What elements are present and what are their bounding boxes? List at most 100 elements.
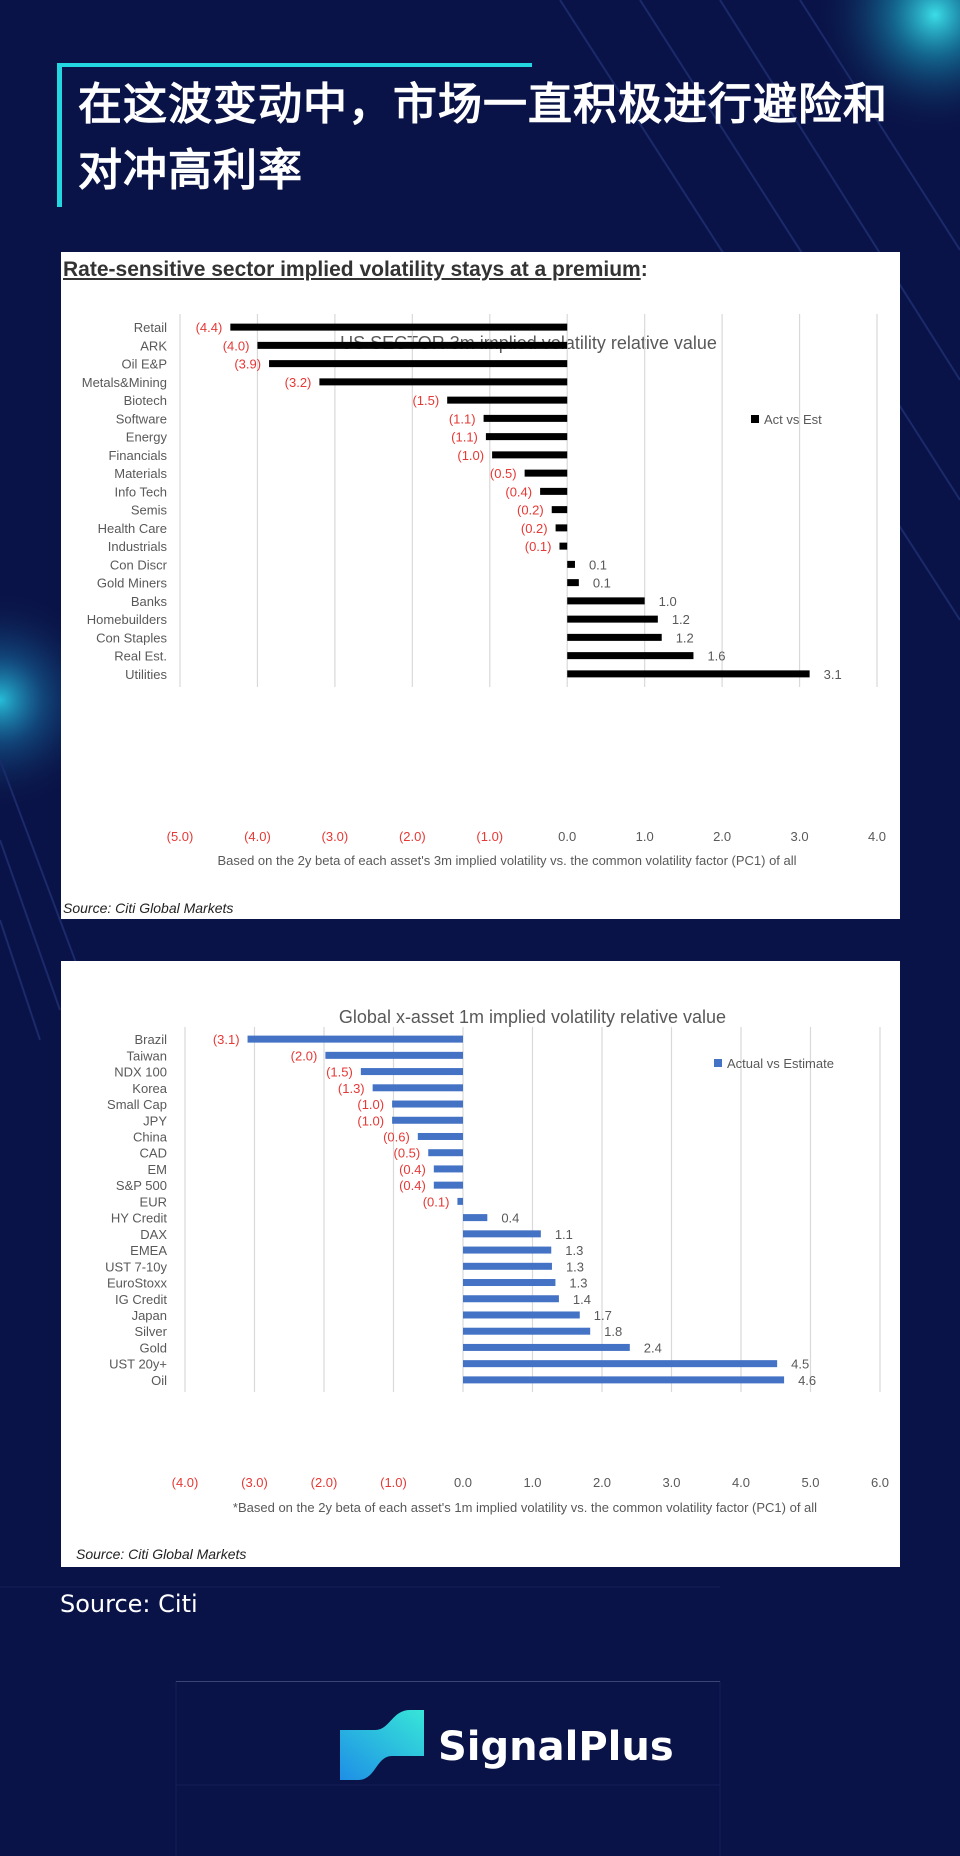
data-value-label: 0.1: [589, 557, 607, 572]
category-label: Brazil: [134, 1032, 167, 1047]
data-value-label: (4.4): [196, 320, 223, 335]
category-label: Energy: [126, 430, 168, 445]
x-tick-label: (1.0): [476, 829, 503, 844]
data-bar: [559, 542, 568, 550]
data-value-label: 1.3: [565, 1243, 583, 1258]
category-label: UST 7-10y: [105, 1259, 167, 1274]
category-label: HY Credit: [111, 1211, 168, 1226]
data-value-label: (0.2): [517, 503, 544, 518]
data-bar: [463, 1343, 630, 1351]
category-label: Gold Miners: [97, 576, 168, 591]
x-tick-label: (3.0): [241, 1475, 268, 1490]
category-label: Taiwan: [127, 1048, 167, 1063]
data-value-label: 1.7: [594, 1308, 612, 1323]
x-tick-label: (3.0): [322, 829, 349, 844]
x-tick-label: 0.0: [558, 829, 576, 844]
data-value-label: (0.4): [399, 1162, 426, 1177]
data-value-label: 4.6: [798, 1373, 816, 1388]
data-value-label: 1.0: [659, 594, 677, 609]
data-value-label: (0.6): [383, 1129, 410, 1144]
data-bar: [433, 1165, 463, 1173]
data-value-label: (1.0): [357, 1113, 384, 1128]
data-bar: [524, 469, 568, 477]
data-value-label: (3.9): [234, 357, 261, 372]
data-bar: [540, 487, 568, 495]
category-label: Real Est.: [114, 649, 167, 664]
category-label: S&P 500: [116, 1178, 167, 1193]
data-bar: [457, 1197, 463, 1205]
category-label: Biotech: [124, 393, 167, 408]
x-tick-label: 0.0: [454, 1475, 472, 1490]
category-label: CAD: [140, 1146, 167, 1161]
chart-panel-us-sector: Rate-sensitive sector implied volatility…: [61, 252, 900, 919]
data-value-label: 1.3: [566, 1259, 584, 1274]
category-label: Banks: [131, 594, 168, 609]
category-label: Retail: [134, 320, 167, 335]
category-label: Semis: [131, 503, 168, 518]
data-bar: [269, 360, 568, 368]
category-label: Metals&Mining: [82, 375, 167, 390]
data-bar: [463, 1327, 591, 1335]
data-value-label: 0.4: [501, 1211, 519, 1226]
category-label: Industrials: [108, 539, 168, 554]
x-tick-label: 4.0: [732, 1475, 750, 1490]
category-label: ARK: [140, 338, 167, 353]
data-bar: [247, 1035, 463, 1043]
x-tick-label: 3.0: [662, 1475, 680, 1490]
category-label: Oil: [151, 1373, 167, 1388]
category-label: Homebuilders: [87, 612, 168, 627]
data-bar: [551, 506, 568, 514]
brand-name: SignalPlus: [438, 1724, 674, 1770]
data-value-label: 1.6: [707, 649, 725, 664]
category-label: Software: [116, 411, 167, 426]
data-value-label: (0.4): [399, 1178, 426, 1193]
data-value-label: 1.4: [573, 1292, 591, 1307]
category-label: Con Staples: [96, 630, 167, 645]
data-bar: [463, 1311, 580, 1319]
category-label: IG Credit: [115, 1292, 167, 1307]
data-bar: [463, 1262, 552, 1270]
x-tick-label: (2.0): [399, 829, 426, 844]
data-bar: [463, 1214, 488, 1222]
page-title: 在这波变动中，市场一直积极进行避险和对冲高利率: [78, 79, 888, 196]
data-bar: [567, 633, 662, 641]
data-value-label: (0.4): [505, 484, 532, 499]
data-value-label: 1.3: [569, 1276, 587, 1291]
category-label: Korea: [132, 1081, 167, 1096]
category-label: Financials: [108, 448, 167, 463]
data-value-label: 2.4: [644, 1340, 662, 1355]
category-label: Small Cap: [107, 1097, 167, 1112]
x-tick-label: (4.0): [172, 1475, 199, 1490]
panel-heading-colon: :: [640, 258, 648, 281]
data-value-label: (1.5): [412, 393, 439, 408]
data-bar: [567, 597, 645, 605]
x-tick-label: 5.0: [801, 1475, 819, 1490]
category-label: China: [133, 1129, 168, 1144]
data-bar: [230, 323, 568, 331]
data-value-label: (0.1): [423, 1194, 450, 1209]
data-bar: [463, 1295, 559, 1303]
data-bar: [567, 560, 575, 568]
category-label: UST 20y+: [109, 1357, 167, 1372]
signalplus-logo-icon: [340, 1710, 424, 1780]
data-value-label: (1.0): [357, 1097, 384, 1112]
category-label: Health Care: [98, 521, 167, 536]
data-value-label: 1.1: [555, 1227, 573, 1242]
x-tick-label: (4.0): [244, 829, 271, 844]
data-bar: [433, 1181, 463, 1189]
data-bar: [555, 524, 568, 532]
legend-swatch: [714, 1059, 722, 1067]
data-bar: [567, 670, 810, 678]
x-tick-label: 1.0: [523, 1475, 541, 1490]
data-bar: [372, 1084, 463, 1092]
data-value-label: (1.5): [326, 1065, 353, 1080]
category-label: EMEA: [130, 1243, 167, 1258]
category-label: Info Tech: [114, 484, 167, 499]
data-bar: [463, 1376, 785, 1384]
data-value-label: 1.2: [676, 630, 694, 645]
x-tick-label: (1.0): [380, 1475, 407, 1490]
x-tick-label: 6.0: [871, 1475, 889, 1490]
category-label: Materials: [114, 466, 167, 481]
data-bar: [417, 1132, 463, 1140]
data-bar: [319, 378, 568, 386]
